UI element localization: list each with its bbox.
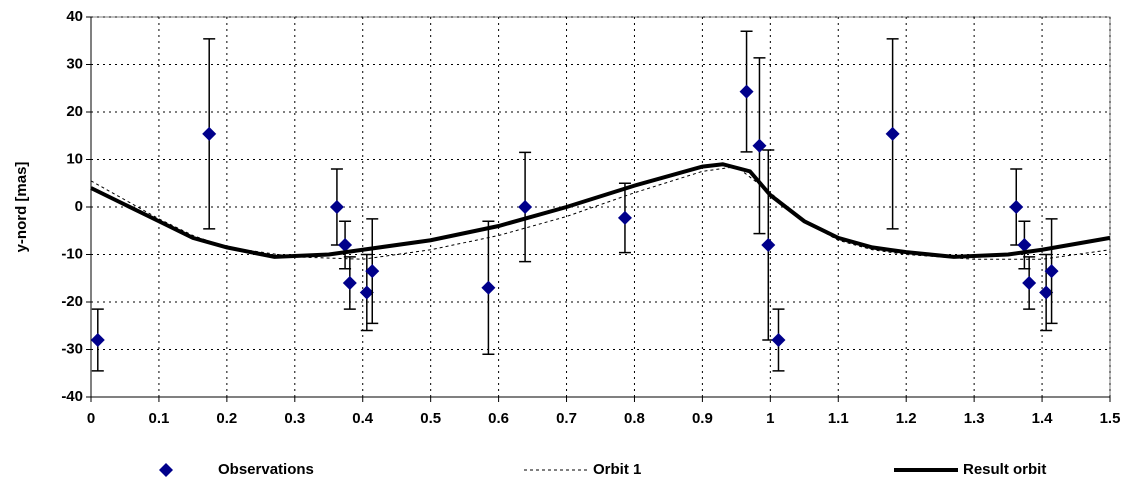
x-tick-label: 0.3 [284,410,305,427]
marker [338,238,353,252]
legend-label: Observations [218,461,314,478]
x-tick-label: 0.4 [352,410,374,427]
x-tick-label: 0.6 [488,410,509,427]
marker [761,238,776,252]
x-tick-label: 0.9 [692,410,713,427]
x-tick-label: 0 [87,410,95,427]
x-tick-label: 1.5 [1100,410,1121,427]
marker [885,126,900,141]
marker [1017,238,1032,252]
marker [739,84,754,99]
x-tick-label: 0.1 [149,410,170,427]
legend-swatch [159,463,173,477]
y-axis-label: y-nord [mas] [13,162,30,253]
y-tick-label: -30 [61,340,83,357]
marker [90,333,105,347]
marker [518,200,533,214]
marker [617,210,632,225]
marker [329,200,344,214]
x-tick-label: 1.3 [964,410,985,427]
x-tick-label: 1.1 [828,410,849,427]
marker [1022,276,1037,290]
y-tick-label: -40 [61,388,83,405]
y-tick-label: -20 [61,293,83,310]
y-tick-label: -10 [61,245,83,262]
y-tick-label: 40 [66,8,83,25]
legend-label: Orbit 1 [593,461,641,478]
x-tick-label: 0.5 [420,410,441,427]
marker [771,333,786,347]
marker [342,276,357,290]
line [90,162,1111,259]
marker [1044,264,1059,279]
marker [359,285,374,300]
marker [1009,200,1024,214]
marker [752,138,767,153]
y-tick-label: 30 [66,55,83,72]
x-tick-label: 1.4 [1032,410,1054,427]
legend-label: Result orbit [963,461,1046,478]
plot-area [90,16,1111,398]
x-tick-label: 1 [766,410,774,427]
x-tick-label: 0.2 [216,410,237,427]
x-tick-label: 0.8 [624,410,645,427]
marker [365,264,380,279]
marker [481,280,496,295]
marker [1039,285,1054,300]
x-tick-label: 0.7 [556,410,577,427]
y-tick-label: 0 [75,198,83,215]
marker [202,126,217,141]
x-tick-label: 1.2 [896,410,917,427]
y-tick-label: 20 [66,103,83,120]
y-tick-label: 10 [66,150,83,167]
